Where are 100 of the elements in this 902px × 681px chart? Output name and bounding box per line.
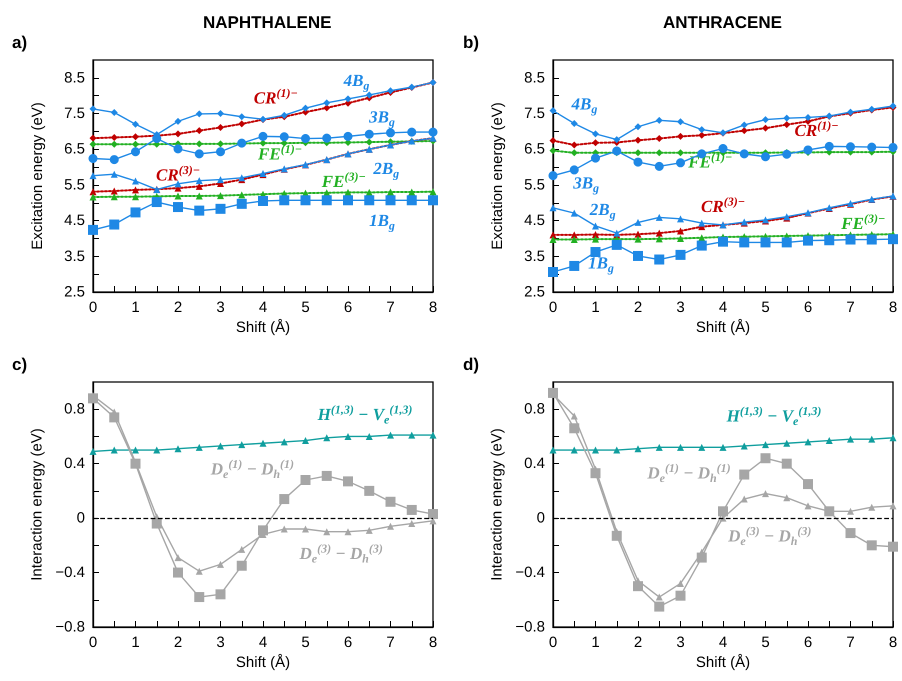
point [90, 194, 96, 201]
point [868, 504, 876, 511]
point [258, 196, 268, 206]
point [236, 198, 247, 209]
point [804, 145, 812, 154]
point [548, 267, 558, 278]
point [152, 518, 162, 529]
point [612, 146, 622, 156]
point [677, 215, 684, 222]
point [301, 134, 310, 144]
y-tick-label: 0 [76, 510, 85, 527]
chart-title: ANTHRACENE [663, 13, 782, 32]
point [132, 193, 139, 200]
point [677, 234, 684, 242]
y-tick-label: −0.4 [515, 564, 545, 582]
point [344, 132, 352, 141]
x-tick-label: 0 [548, 299, 558, 316]
point [217, 110, 224, 118]
point [173, 202, 183, 212]
x-tick-label: 4 [258, 299, 268, 316]
point [634, 158, 642, 167]
y-tick-label: 0.8 [64, 400, 85, 418]
point [783, 440, 790, 447]
point [90, 105, 96, 112]
point [406, 504, 417, 515]
point [634, 230, 642, 238]
point [323, 99, 330, 106]
x-tick-label: 3 [676, 634, 685, 651]
point [634, 149, 642, 156]
text: d) [463, 355, 480, 374]
point [260, 140, 266, 147]
point [804, 438, 812, 446]
point [174, 180, 182, 188]
y-tick-label: 4.5 [524, 212, 545, 230]
x-tick-label: 5 [761, 634, 770, 651]
point [132, 446, 139, 454]
point [343, 195, 353, 206]
point [90, 188, 96, 196]
x-tick-label: 8 [888, 299, 898, 316]
x-tick-label: 2 [634, 634, 642, 651]
point [236, 560, 247, 571]
point [656, 444, 663, 451]
point [408, 520, 416, 528]
point [322, 134, 332, 143]
point [570, 412, 578, 420]
x-tick-label: 6 [804, 634, 812, 651]
y-axis-title: Interaction energy (eV) [28, 428, 46, 581]
point [782, 237, 792, 248]
point [322, 470, 332, 481]
x-tick-label: 5 [301, 634, 310, 651]
point [366, 526, 373, 534]
point [194, 149, 204, 158]
point [280, 438, 288, 446]
point [761, 152, 770, 162]
point [676, 250, 686, 260]
x-tick-label: 8 [428, 299, 438, 316]
x-tick-label: 1 [591, 299, 600, 316]
y-tick-label: −0.8 [55, 618, 85, 636]
point [847, 508, 854, 515]
point [762, 441, 769, 448]
point [238, 113, 246, 120]
x-axis-title: Shift (Å) [236, 318, 290, 336]
point [258, 525, 268, 536]
point [888, 234, 898, 244]
point [110, 446, 118, 454]
point [344, 95, 352, 102]
point [322, 195, 332, 206]
point [300, 195, 310, 206]
point [698, 220, 706, 227]
point [302, 526, 309, 532]
point [846, 234, 856, 245]
x-tick-label: 8 [888, 634, 898, 651]
x-tick-label: 7 [846, 299, 855, 316]
point [550, 446, 556, 454]
point [888, 542, 898, 552]
point [344, 432, 352, 440]
point [846, 142, 855, 152]
x-tick-label: 5 [761, 299, 770, 316]
point [279, 494, 290, 504]
point [110, 193, 118, 200]
point [130, 458, 140, 469]
point [366, 432, 373, 440]
point [194, 206, 204, 216]
point [110, 170, 118, 178]
point [238, 546, 246, 553]
point [302, 104, 309, 112]
point [343, 476, 353, 486]
point [110, 187, 118, 194]
point [740, 127, 748, 134]
point [323, 434, 330, 442]
point [428, 195, 438, 206]
point [548, 388, 558, 398]
point [430, 432, 436, 439]
point [174, 144, 182, 154]
point [110, 108, 118, 116]
point [677, 132, 684, 140]
point [633, 581, 643, 592]
point [238, 120, 246, 128]
point [783, 121, 790, 128]
point [677, 444, 684, 451]
